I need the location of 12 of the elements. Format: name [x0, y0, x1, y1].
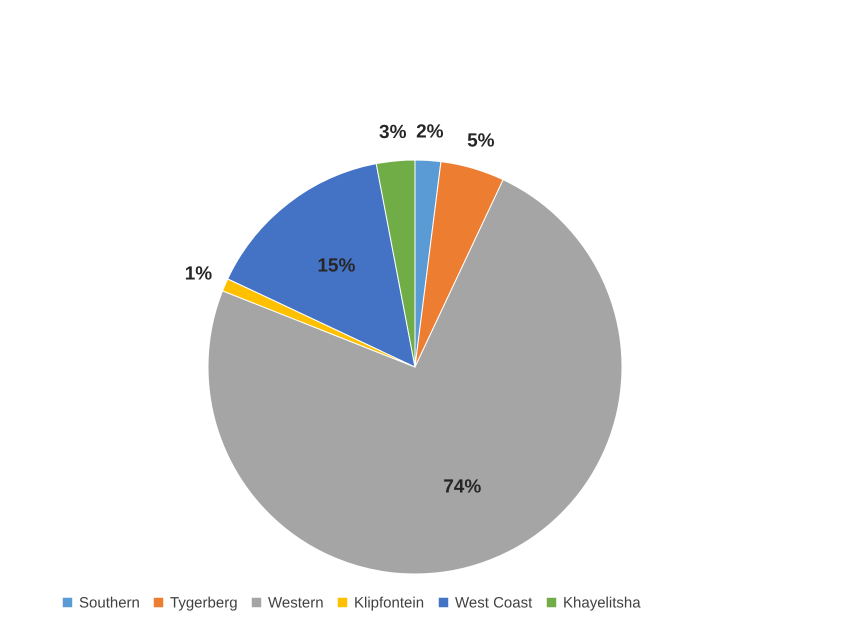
legend-label: Southern [79, 594, 140, 612]
data-label: 2% [416, 121, 444, 142]
legend-label: Klipfontein [354, 594, 424, 612]
legend-label: West Coast [455, 594, 534, 612]
data-label: 15% [317, 256, 356, 277]
legend-label: Western [268, 594, 324, 612]
data-label: 5% [467, 130, 495, 152]
legend-label: Khayelitsha [563, 594, 642, 612]
data-label: 1% [184, 263, 212, 284]
legend-label: Tygerberg [170, 594, 238, 612]
data-label: 74% [443, 476, 482, 498]
data-label: 3% [379, 122, 407, 144]
